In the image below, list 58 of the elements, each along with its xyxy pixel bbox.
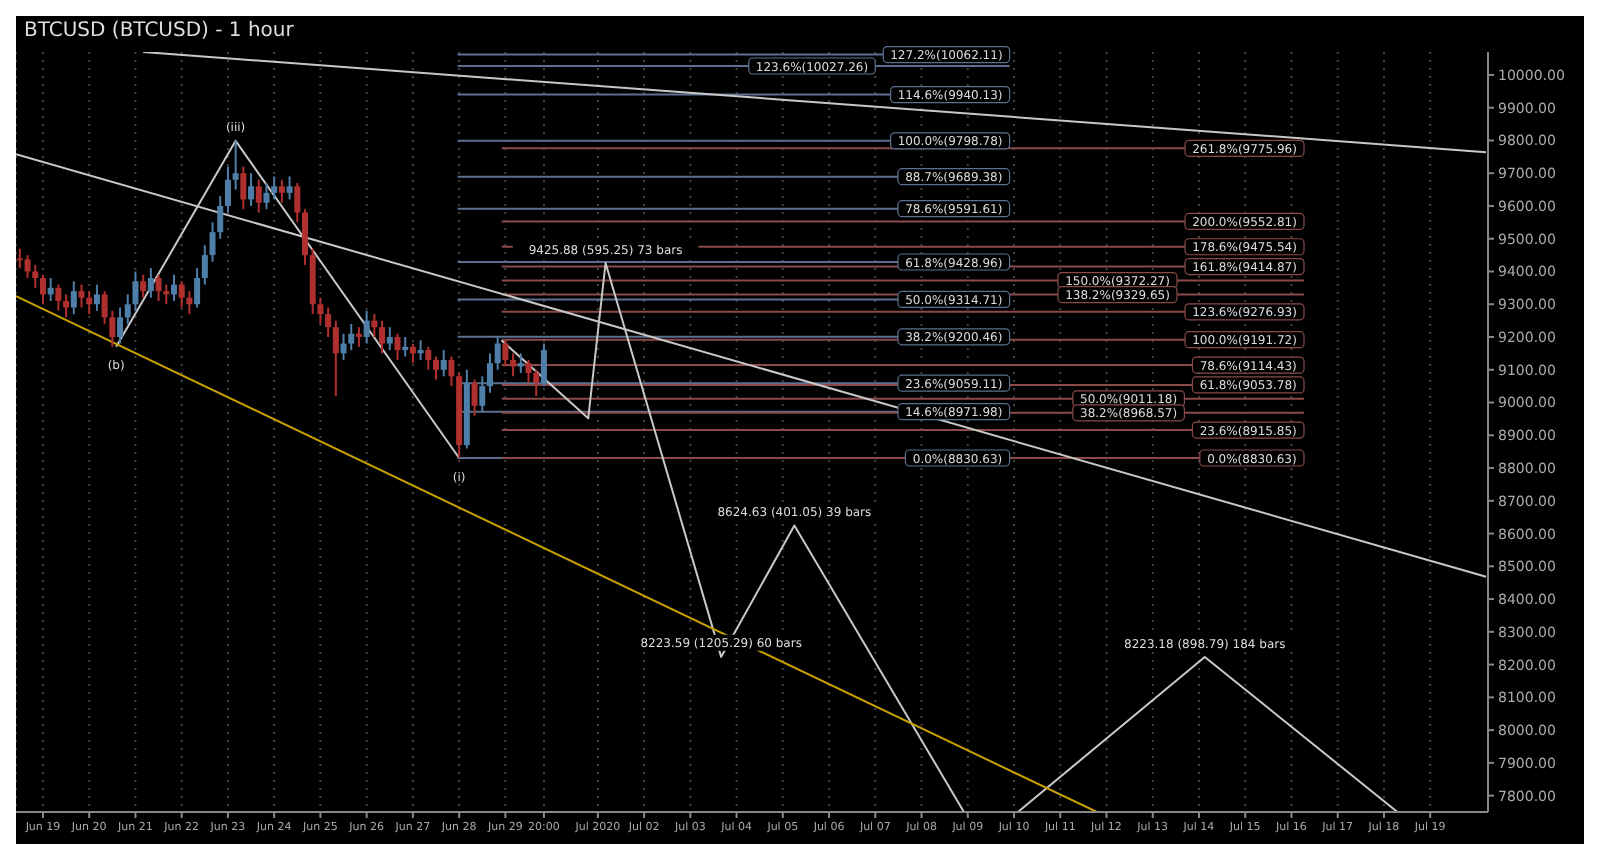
candlestick [70, 280, 77, 316]
candlestick [371, 313, 378, 338]
candlestick [170, 273, 177, 302]
candlestick [93, 283, 100, 312]
candlestick [55, 283, 62, 312]
candlestick [325, 306, 332, 338]
candlestick [533, 368, 540, 397]
candlestick [302, 208, 309, 266]
candlestick [502, 339, 509, 368]
candlestick [348, 322, 355, 352]
candlestick [140, 273, 147, 299]
candlestick [63, 293, 70, 319]
candlestick [147, 267, 154, 299]
candlestick [155, 273, 162, 302]
candlestick [379, 319, 386, 355]
candlestick [340, 332, 347, 361]
candlestick [194, 267, 201, 309]
candlestick [425, 345, 432, 371]
candlestick [294, 182, 301, 224]
candlestick [394, 332, 401, 361]
candlestick [517, 352, 524, 375]
candlestick [433, 355, 440, 381]
candlestick [386, 326, 393, 352]
candlestick [448, 355, 455, 388]
candlestick [494, 336, 501, 371]
candlestick [263, 182, 270, 211]
candlestick [271, 175, 278, 201]
candlestick [332, 319, 339, 397]
candlestick [479, 375, 486, 414]
candlestick [240, 165, 247, 211]
candlestick [409, 342, 416, 365]
candlestick [471, 378, 478, 417]
candlestick [278, 178, 285, 204]
candlestick [163, 283, 170, 306]
candlestick [39, 273, 46, 306]
candlestick [440, 349, 447, 378]
candlestick [86, 290, 93, 316]
candlestick [47, 277, 54, 302]
candlestick [16, 247, 23, 270]
candlestick [117, 306, 124, 345]
candlestick [540, 342, 547, 388]
candlestick [248, 172, 255, 207]
candlestick [355, 326, 362, 348]
candlestick [417, 339, 424, 361]
candlestick [78, 283, 85, 309]
candlestick [232, 139, 239, 191]
candlestick [201, 244, 208, 286]
candlestick [255, 178, 262, 214]
candlestick [178, 280, 185, 309]
candlestick [32, 263, 39, 289]
candlestick [286, 175, 293, 201]
candlestick [224, 165, 231, 214]
candlestick [402, 336, 409, 358]
chart-title: BTCUSD (BTCUSD) - 1 hour [24, 20, 294, 42]
candlestick [24, 254, 31, 280]
candlestick [363, 309, 370, 345]
candlestick [510, 352, 517, 378]
candlestick [486, 352, 493, 394]
